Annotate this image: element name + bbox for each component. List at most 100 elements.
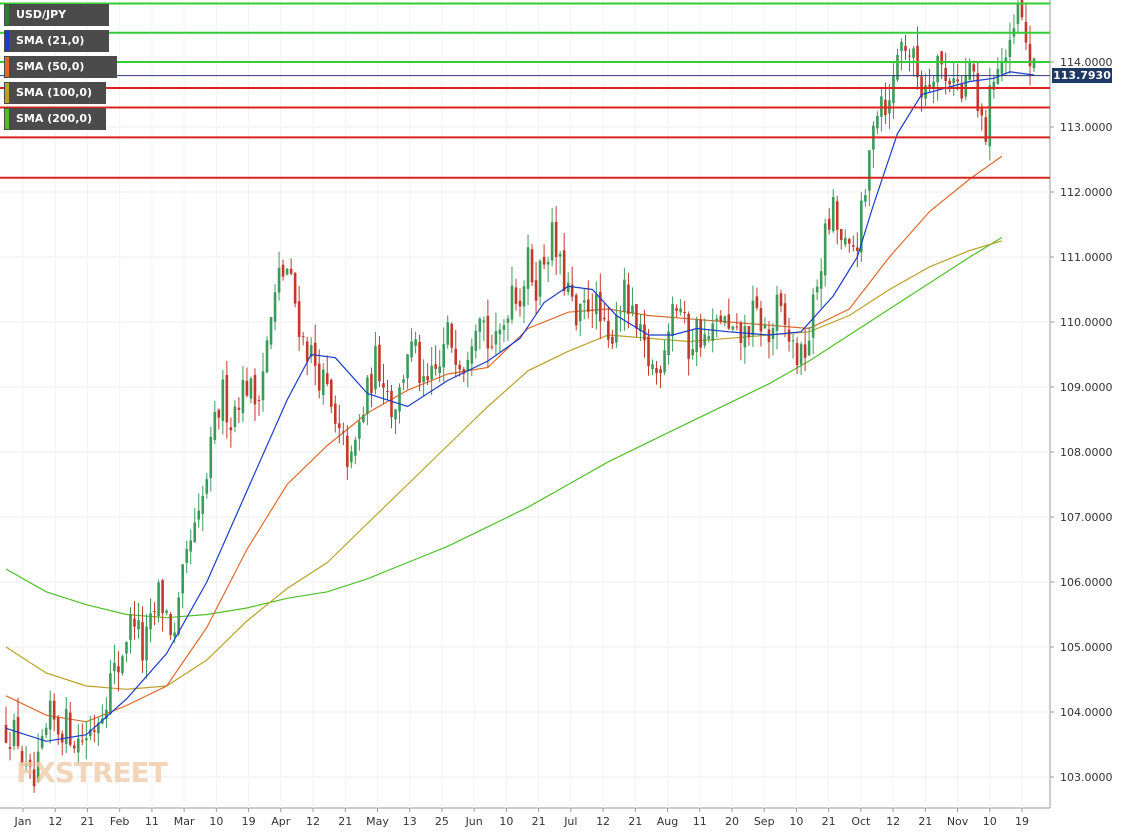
candle bbox=[317, 349, 321, 399]
candle bbox=[723, 315, 727, 327]
candle bbox=[976, 62, 980, 118]
candle bbox=[350, 445, 353, 469]
candle-body bbox=[269, 316, 273, 345]
candle bbox=[76, 724, 80, 764]
candle-body bbox=[623, 279, 626, 313]
x-tick-label: 21 bbox=[822, 815, 836, 828]
candle-body bbox=[695, 319, 698, 352]
candle-body bbox=[679, 308, 682, 313]
candle bbox=[940, 50, 943, 79]
candle bbox=[269, 316, 273, 350]
candle-body bbox=[205, 479, 209, 494]
candle-body bbox=[133, 618, 136, 627]
candle-body bbox=[89, 729, 92, 737]
candle bbox=[667, 323, 670, 365]
candle bbox=[4, 706, 8, 744]
candle bbox=[426, 363, 429, 386]
candle-body bbox=[422, 376, 425, 383]
candle bbox=[8, 732, 12, 761]
candle bbox=[1024, 3, 1028, 51]
candle bbox=[354, 436, 357, 465]
candle bbox=[695, 316, 698, 367]
x-tick-label: 10 bbox=[499, 815, 513, 828]
candle bbox=[257, 395, 261, 417]
y-tick-label: 105.0000 bbox=[1060, 641, 1113, 654]
candle bbox=[466, 351, 470, 388]
candle-body bbox=[281, 264, 285, 277]
candle-body bbox=[1000, 62, 1004, 74]
sma21-line bbox=[5, 71, 1035, 742]
candle bbox=[546, 256, 550, 283]
candle bbox=[56, 714, 60, 745]
candle bbox=[281, 259, 285, 281]
candle bbox=[52, 693, 56, 732]
y-tick-label: 111.0000 bbox=[1060, 251, 1113, 264]
candle bbox=[358, 414, 361, 451]
candle-body bbox=[277, 267, 281, 293]
candle bbox=[607, 307, 610, 348]
candle-body bbox=[273, 292, 277, 322]
candle-body bbox=[458, 364, 462, 370]
candle-body bbox=[811, 294, 815, 338]
candle-body bbox=[619, 312, 622, 314]
candle-body bbox=[217, 409, 221, 418]
candle-body bbox=[803, 344, 807, 358]
candle bbox=[438, 349, 441, 383]
candle-body bbox=[113, 662, 116, 671]
x-tick-label: Jan bbox=[14, 815, 32, 828]
candle-body bbox=[980, 107, 984, 116]
sma50-line bbox=[5, 155, 1003, 723]
candle bbox=[337, 404, 341, 444]
candle-body bbox=[699, 319, 703, 348]
candle-body bbox=[149, 613, 152, 630]
candle-body bbox=[639, 324, 642, 332]
candle bbox=[80, 723, 84, 746]
candle bbox=[494, 312, 498, 355]
candle bbox=[362, 406, 365, 424]
candle-body bbox=[446, 322, 450, 345]
candle bbox=[153, 602, 156, 626]
candle-body bbox=[570, 284, 574, 297]
candle-body bbox=[984, 117, 988, 142]
candle-body bbox=[225, 374, 229, 423]
candle-body bbox=[153, 611, 156, 613]
legend-symbol: USD/JPY bbox=[4, 4, 109, 26]
candle bbox=[374, 331, 377, 395]
candle-body bbox=[173, 632, 176, 637]
candle bbox=[751, 285, 755, 347]
candle bbox=[811, 288, 815, 355]
candle-body bbox=[904, 45, 907, 51]
candle-body bbox=[20, 750, 24, 764]
candle bbox=[177, 592, 180, 637]
candle bbox=[791, 333, 795, 359]
candle bbox=[305, 336, 309, 376]
candle-body bbox=[438, 366, 441, 374]
candle-body bbox=[1004, 57, 1008, 63]
candle-body bbox=[1020, 0, 1024, 18]
candle bbox=[458, 360, 462, 377]
candle-body bbox=[410, 341, 413, 358]
legend-sma200-swatch bbox=[5, 109, 9, 129]
candle-body bbox=[590, 309, 594, 311]
candle bbox=[273, 284, 277, 331]
candle-body bbox=[731, 326, 735, 330]
legend-symbol-label: USD/JPY bbox=[16, 8, 67, 21]
candle-body bbox=[522, 286, 526, 307]
candle-body bbox=[297, 301, 301, 337]
candle-body bbox=[703, 334, 707, 346]
candle bbox=[181, 563, 184, 609]
candle-body bbox=[715, 318, 719, 321]
candle bbox=[603, 303, 606, 322]
candle bbox=[743, 314, 747, 364]
candle-body bbox=[876, 115, 879, 129]
last-price-label: 113.7930 bbox=[1052, 68, 1112, 84]
candle-body bbox=[864, 195, 867, 202]
candle-body bbox=[719, 315, 723, 322]
candle bbox=[85, 720, 88, 760]
candle bbox=[285, 267, 289, 276]
candle bbox=[113, 644, 116, 685]
y-tick-label: 110.0000 bbox=[1060, 316, 1113, 329]
candle bbox=[707, 329, 711, 343]
sma200-line-layer bbox=[5, 236, 1003, 619]
legend-sma100: SMA (100,0) bbox=[4, 82, 106, 104]
